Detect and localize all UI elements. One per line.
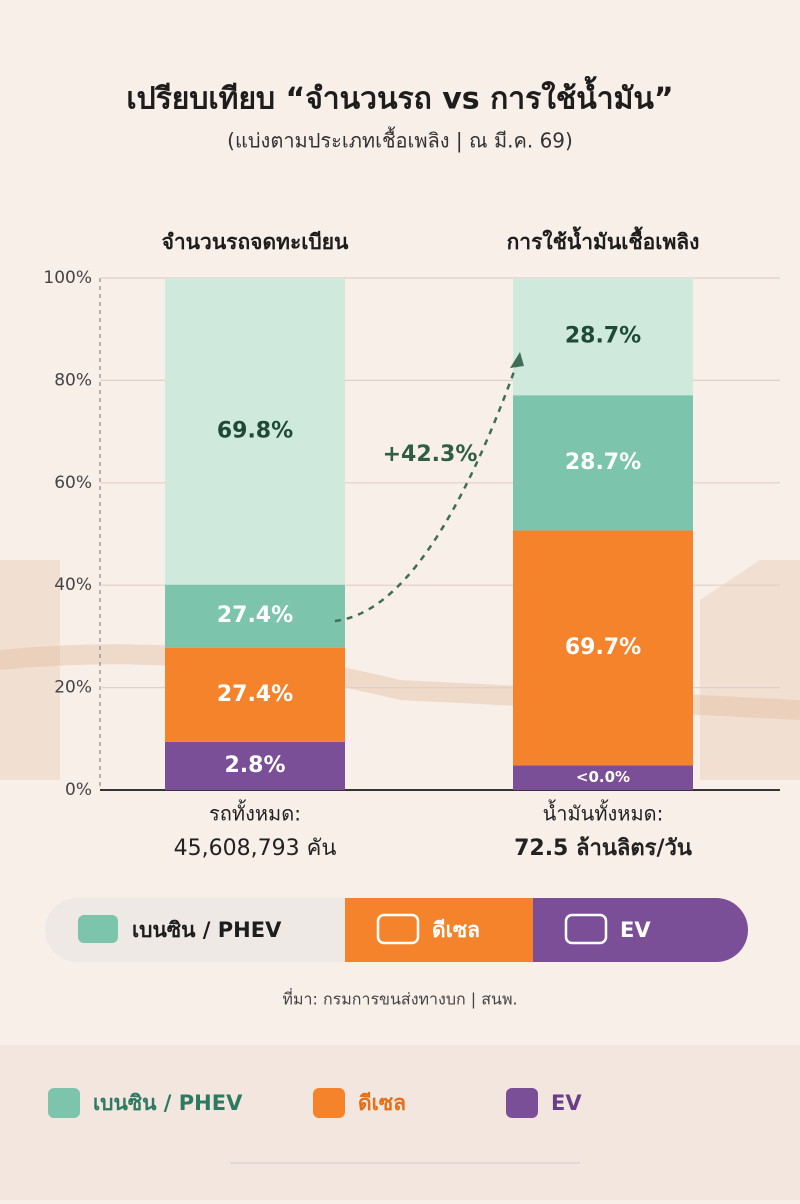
bar-segment <box>513 765 693 790</box>
city-decoration <box>0 560 800 780</box>
chart-subtitle: (แบ่งตามประเภทเชื้อเพลิง | ณ มี.ค. 69) <box>227 127 573 153</box>
bar-segment <box>165 584 345 648</box>
segment-label: 28.7% <box>565 324 641 349</box>
legend-label: EV <box>620 918 651 942</box>
legend-label: ดีเซล <box>432 918 480 942</box>
bar-segment <box>513 395 693 531</box>
trend-arrow <box>334 354 522 623</box>
total-label: น้ำมันทั้งหมด: <box>543 800 664 826</box>
source: ที่มา: กรมการขนส่งทางบก | สนพ. <box>282 988 517 1009</box>
bar-segment <box>513 530 693 766</box>
legend-label: เบนซิน / PHEV <box>93 1091 243 1115</box>
legend-label: EV <box>551 1091 582 1115</box>
legend-icon <box>376 913 420 945</box>
y-tick-label: 80% <box>54 370 92 390</box>
legend-label: เบนซิน / PHEV <box>132 918 282 942</box>
y-tick-label: 20% <box>54 678 92 698</box>
legend-swatch <box>313 1088 345 1118</box>
bar-segment <box>513 278 693 396</box>
segment-label: <0.0% <box>576 768 630 786</box>
segment-label: 27.4% <box>217 603 293 628</box>
segment-label: 28.7% <box>565 450 641 475</box>
segment-label: 27.4% <box>217 682 293 707</box>
total-value: 45,608,793 คัน <box>174 836 337 861</box>
arrow-head <box>510 352 524 368</box>
total-value: 72.5 ล้านลิตร/วัน <box>514 836 692 861</box>
bar-segment <box>165 741 345 790</box>
legend-pill-diesel <box>345 898 533 962</box>
category-label: จำนวนรถจดทะเบียน <box>162 230 349 254</box>
legend-icon <box>78 915 118 943</box>
legend-icon <box>564 913 608 945</box>
y-tick-label: 40% <box>54 575 92 595</box>
y-tick-label: 0% <box>65 780 92 800</box>
legend-strip <box>0 1045 800 1200</box>
segment-label: 2.8% <box>224 753 285 778</box>
bar-segment <box>165 647 345 742</box>
bar-segment <box>165 278 345 585</box>
legend-label: ดีเซล <box>358 1091 406 1115</box>
total-label: รถทั้งหมด: <box>209 800 301 826</box>
legend-swatch <box>506 1088 538 1118</box>
y-tick-label: 100% <box>43 268 92 288</box>
segment-label: 69.7% <box>565 635 641 660</box>
category-label: การใช้น้ำมันเชื้อเพลิง <box>507 226 700 254</box>
segment-label: 69.8% <box>217 418 293 443</box>
legend-swatch <box>48 1088 80 1118</box>
chart-title: เปรียบเทียบ “จำนวนรถ vs การใช้น้ำมัน” <box>126 76 673 117</box>
y-tick-label: 60% <box>54 473 92 493</box>
arrow-label: +42.3% <box>383 442 478 467</box>
